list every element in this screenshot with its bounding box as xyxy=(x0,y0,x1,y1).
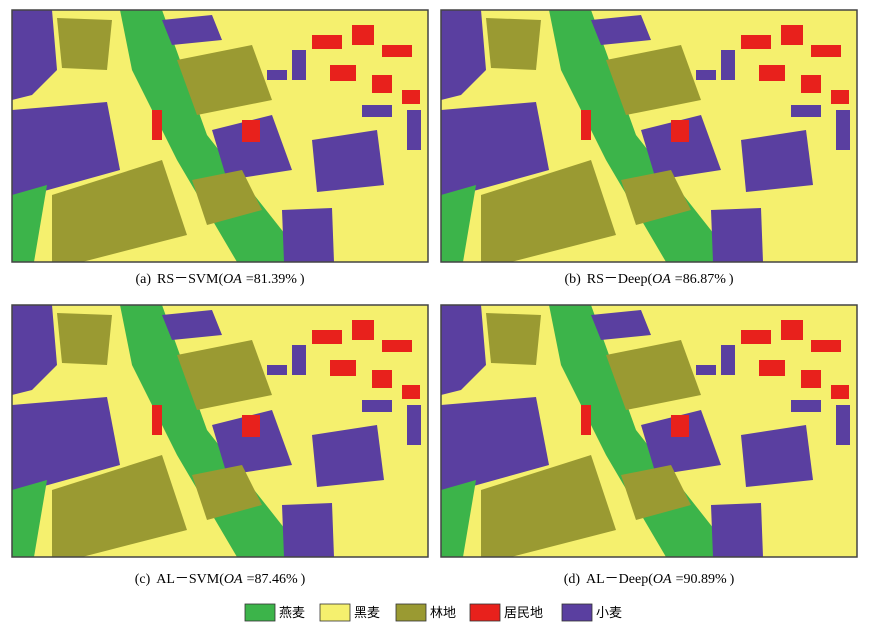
classification-map xyxy=(441,305,857,557)
map-panel: (d) AL－Deep(OA =90.89%) xyxy=(440,304,858,587)
map-panel: (a) RS－SVM(OA =81.39%) xyxy=(11,9,429,287)
caption-metric: OA xyxy=(653,572,672,587)
caption-label: (b) xyxy=(564,272,581,287)
legend-swatch xyxy=(561,603,593,622)
panel-caption: (c) AL－SVM(OA =87.46%) xyxy=(135,572,306,587)
legend-label: 燕麦 xyxy=(279,606,305,621)
classification-map xyxy=(12,305,428,557)
caption-method: RS－SVM( xyxy=(157,272,223,287)
caption-label: (d) xyxy=(564,572,581,587)
caption-score: =86.87% xyxy=(675,272,726,287)
caption-method: AL－Deep( xyxy=(586,572,653,587)
panels: (a) RS－SVM(OA =81.39%) (b) RS－Deep(OA =86.87%… xyxy=(11,9,858,587)
caption-label: (a) xyxy=(135,272,151,287)
caption-close: ) xyxy=(730,572,735,587)
classification-map xyxy=(12,10,428,262)
caption-close: ) xyxy=(301,572,306,587)
map-panel: (b) RS－Deep(OA =86.87%) xyxy=(440,9,858,287)
legend-swatch xyxy=(395,603,427,622)
caption-method: AL－SVM( xyxy=(156,572,224,587)
caption-metric: OA xyxy=(224,572,243,587)
caption-label: (c) xyxy=(135,572,151,587)
caption-metric: OA xyxy=(652,272,671,287)
map-border xyxy=(11,304,429,558)
map-border xyxy=(440,9,858,263)
caption-score: =87.46% xyxy=(247,572,298,587)
legend-label: 林地 xyxy=(430,606,456,621)
panel-caption: (b) RS－Deep(OA =86.87%) xyxy=(564,272,733,287)
legend: 燕麦 黑麦 林地 居民地 小麦 xyxy=(244,603,622,622)
legend-swatch xyxy=(244,603,276,622)
panel-caption: (d) AL－Deep(OA =90.89%) xyxy=(564,572,735,587)
legend-swatch xyxy=(319,603,351,622)
classification-map xyxy=(441,10,857,262)
map-border xyxy=(440,304,858,558)
map-panel: (c) AL－SVM(OA =87.46%) xyxy=(11,304,429,587)
legend-swatch xyxy=(469,603,501,622)
legend-label: 居民地 xyxy=(504,606,543,621)
caption-score: =81.39% xyxy=(246,272,297,287)
caption-close: ) xyxy=(729,272,734,287)
caption-close: ) xyxy=(300,272,305,287)
map-border xyxy=(11,9,429,263)
legend-label: 黑麦 xyxy=(354,606,380,621)
panel-caption: (a) RS－SVM(OA =81.39%) xyxy=(135,272,304,287)
caption-metric: OA xyxy=(223,272,242,287)
legend-label: 小麦 xyxy=(596,606,622,621)
caption-method: RS－Deep( xyxy=(587,272,653,287)
caption-score: =90.89% xyxy=(676,572,727,587)
